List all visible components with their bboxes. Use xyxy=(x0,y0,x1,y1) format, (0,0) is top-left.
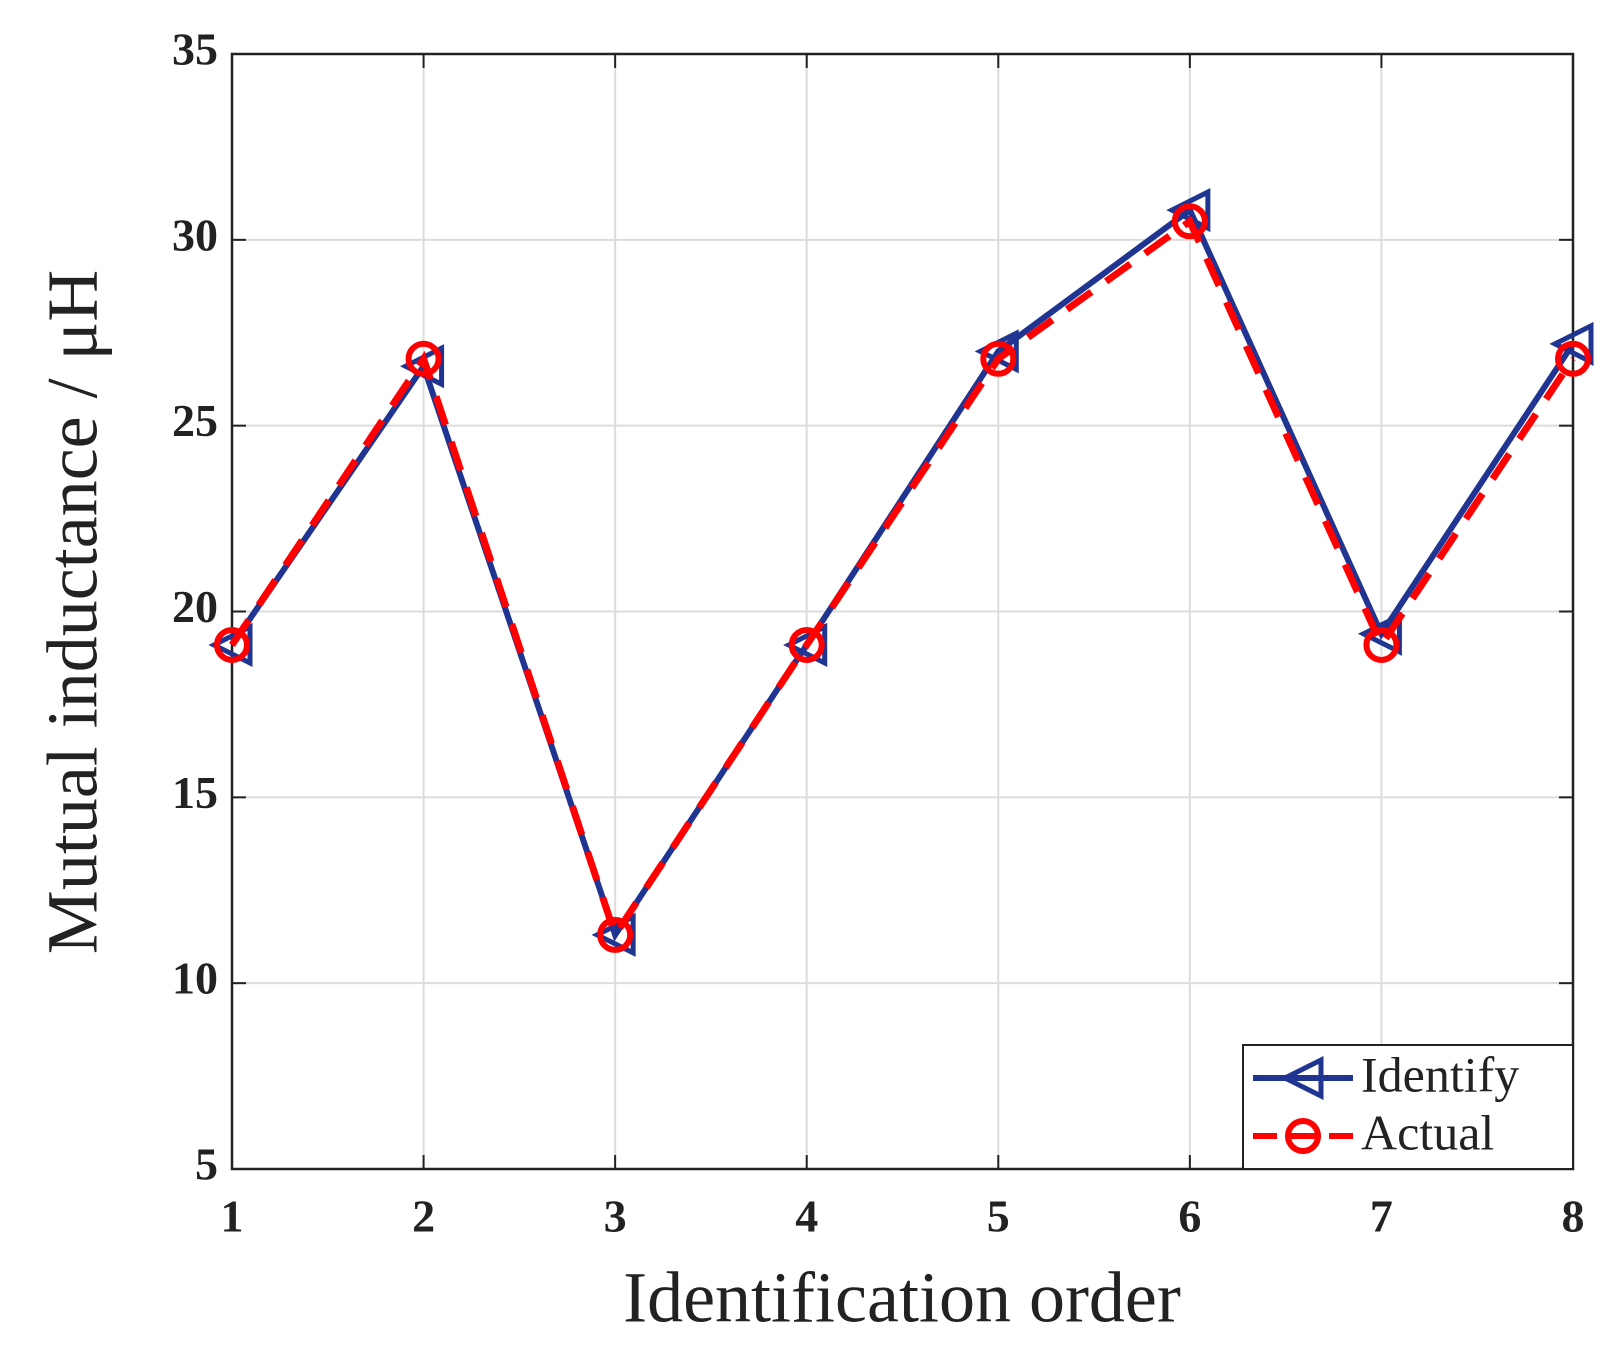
y-tick-label: 15 xyxy=(172,767,218,818)
y-tick-label: 30 xyxy=(172,209,218,260)
x-tick-label: 3 xyxy=(604,1191,627,1242)
x-tick-label: 5 xyxy=(987,1191,1010,1242)
y-axis-label: Mutual inductance / μH xyxy=(33,270,113,954)
x-tick-label: 6 xyxy=(1178,1191,1201,1242)
point xyxy=(1171,203,1208,240)
point xyxy=(591,912,636,957)
y-tick-label: 5 xyxy=(195,1139,218,1190)
point xyxy=(1549,321,1594,366)
series-line xyxy=(229,205,1576,942)
x-tick-label: 8 xyxy=(1562,1191,1585,1242)
series-line xyxy=(229,215,1576,943)
point xyxy=(980,340,1017,377)
x-tick-label: 4 xyxy=(795,1191,818,1242)
legend-marker xyxy=(1279,1055,1324,1101)
y-tick-label: 25 xyxy=(172,395,218,446)
point xyxy=(1555,340,1591,377)
point xyxy=(788,626,825,663)
plot-frame xyxy=(230,52,1575,1171)
point xyxy=(1363,626,1400,663)
y-tick-label: 20 xyxy=(172,581,218,632)
point xyxy=(405,340,442,377)
x-tick-label: 2 xyxy=(412,1191,435,1242)
legend-label: Actual xyxy=(1361,1104,1494,1160)
point xyxy=(1357,611,1402,656)
x-axis-label: Identification order xyxy=(623,1258,1181,1338)
x-tick-label: 1 xyxy=(221,1191,244,1242)
point xyxy=(597,916,634,953)
x-tick-label: 7 xyxy=(1370,1191,1393,1242)
y-tick-label: 35 xyxy=(172,24,218,75)
legend-marker xyxy=(1285,1118,1321,1154)
point xyxy=(214,626,250,663)
y-tick-label: 10 xyxy=(172,953,218,1004)
legend-label: Identify xyxy=(1361,1046,1519,1102)
